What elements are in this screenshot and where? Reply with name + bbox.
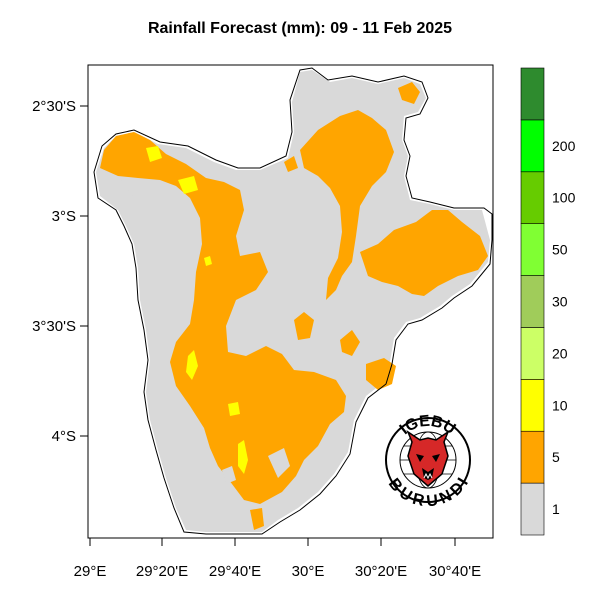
- colorbar-swatch: [520, 223, 545, 276]
- rain-spot-yellow-5: [228, 402, 240, 416]
- rain-spot-yellow-4: [186, 350, 198, 380]
- y-tick-label: 3°S: [52, 208, 76, 225]
- y-tick-label: 3°30'S: [32, 318, 76, 335]
- rain-spot-yellow-2: [178, 176, 198, 194]
- dry-hole-southwest: [268, 448, 290, 478]
- rain-patch-northeast: [300, 110, 394, 300]
- rain-patch-south-tail: [250, 508, 264, 530]
- colorbar-label: 100: [552, 190, 576, 206]
- colorbar-label: 50: [552, 242, 568, 258]
- colorbar-label: 20: [552, 345, 568, 361]
- colorbar: 1 5 10 20 30 50 100 200: [520, 67, 576, 536]
- rain-patch-east: [360, 210, 488, 296]
- leopard-head-globe-icon: [385, 417, 471, 503]
- x-tick-label: 29°40'E: [209, 563, 261, 580]
- y-tick-label: 4°S: [52, 428, 76, 445]
- colorbar-swatch: [520, 275, 545, 328]
- x-tick-label: 29°20'E: [136, 563, 188, 580]
- rain-patch-central-east-2: [340, 330, 360, 356]
- x-tick-label: 30°40'E: [429, 563, 481, 580]
- rain-patch-west-small: [284, 156, 298, 172]
- rain-patch-east-small: [366, 358, 396, 390]
- map-title: Rainfall Forecast (mm): 09 - 11 Feb 2025: [147, 20, 453, 37]
- x-axis: 29°E 29°20'E 29°40'E 30°E 30°20'E 30°40'…: [74, 538, 481, 580]
- colorbar-swatch: [520, 327, 545, 380]
- colorbar-swatch: [520, 379, 545, 432]
- x-tick-label: 30°20'E: [355, 563, 407, 580]
- x-tick-label: 29°E: [74, 563, 107, 580]
- colorbar-label: 200: [552, 138, 576, 154]
- rain-spot-yellow-1: [146, 146, 162, 162]
- rain-patch-west-band: [100, 132, 346, 504]
- rain-spot-yellow-6: [238, 440, 248, 474]
- rain-patch-north-tip: [398, 82, 420, 104]
- country-border: [93, 67, 493, 535]
- colorbar-swatch: [520, 119, 545, 173]
- colorbar-label: 5: [552, 449, 560, 465]
- colorbar-swatch: [520, 482, 545, 536]
- colorbar-label: 10: [552, 397, 568, 413]
- y-tick-label: 2°30'S: [32, 98, 76, 115]
- colorbar-label: 1: [552, 501, 560, 517]
- rain-spot-yellow-3: [204, 256, 212, 266]
- x-tick-label: 30°E: [292, 563, 325, 580]
- colorbar-swatch: [520, 430, 545, 484]
- dry-hole-south: [222, 466, 236, 484]
- colorbar-swatch: [520, 67, 545, 121]
- y-axis: 2°30'S 3°S 3°30'S 4°S: [32, 98, 88, 445]
- dry-hole-west: [120, 178, 176, 240]
- colorbar-swatch: [520, 171, 545, 224]
- colorbar-label: 30: [552, 294, 568, 310]
- rain-patch-central-east: [294, 312, 314, 340]
